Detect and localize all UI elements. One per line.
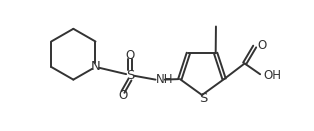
Text: O: O — [257, 39, 266, 52]
Text: OH: OH — [263, 69, 281, 81]
Text: O: O — [118, 89, 127, 102]
Text: N: N — [91, 60, 100, 73]
Text: S: S — [199, 92, 208, 105]
Text: NH: NH — [156, 73, 174, 86]
Text: O: O — [125, 49, 135, 62]
Text: S: S — [126, 69, 134, 81]
